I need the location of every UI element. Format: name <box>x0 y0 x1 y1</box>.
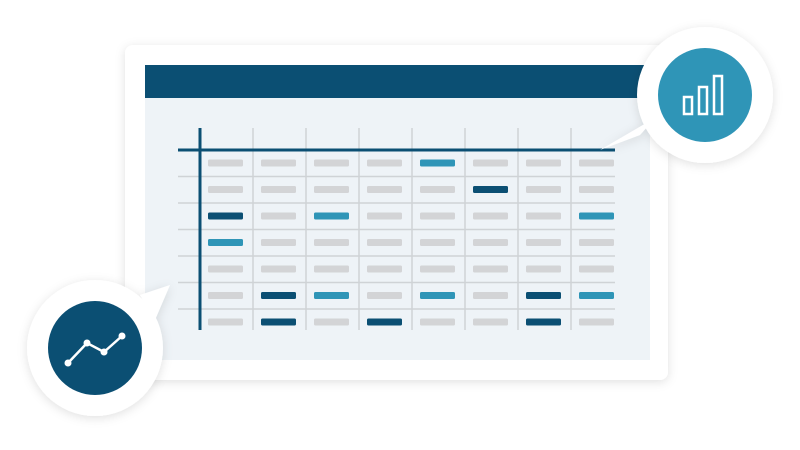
placeholder-cell <box>208 265 243 273</box>
placeholder-cell <box>208 292 243 299</box>
placeholder-cell <box>367 186 402 193</box>
placeholder-cell <box>473 159 508 167</box>
placeholder-cell <box>261 186 296 193</box>
placeholder-cell <box>526 239 561 246</box>
highlighted-cell <box>208 239 243 246</box>
line-chart-icon <box>64 332 126 367</box>
placeholder-cell <box>526 159 561 167</box>
highlighted-cell <box>261 292 296 299</box>
placeholder-cell <box>420 318 455 326</box>
placeholder-cell <box>261 212 296 220</box>
placeholder-cell <box>314 159 349 167</box>
placeholder-cell <box>579 159 614 167</box>
placeholder-cell <box>420 239 455 246</box>
grid-lines <box>178 128 615 330</box>
highlighted-cell <box>526 318 561 326</box>
placeholder-cell <box>208 159 243 167</box>
placeholder-cell <box>367 159 402 167</box>
highlighted-cell <box>420 292 455 299</box>
placeholder-cell <box>579 318 614 326</box>
placeholder-cell <box>473 292 508 299</box>
highlighted-cell <box>208 212 243 220</box>
highlighted-cell <box>420 159 455 167</box>
placeholder-cell <box>579 265 614 273</box>
highlighted-cell <box>367 318 402 326</box>
placeholder-cell <box>526 212 561 220</box>
grid-cells <box>208 159 614 326</box>
placeholder-cell <box>420 186 455 193</box>
placeholder-cell <box>473 239 508 246</box>
placeholder-cell <box>579 239 614 246</box>
placeholder-cell <box>367 265 402 273</box>
highlighted-cell <box>526 292 561 299</box>
placeholder-cell <box>526 186 561 193</box>
placeholder-cell <box>367 239 402 246</box>
placeholder-cell <box>314 239 349 246</box>
placeholder-cell <box>579 186 614 193</box>
placeholder-cell <box>367 292 402 299</box>
placeholder-cell <box>314 318 349 326</box>
window-header-bar <box>145 65 650 98</box>
placeholder-cell <box>526 265 561 273</box>
highlighted-cell <box>261 318 296 326</box>
placeholder-cell <box>261 159 296 167</box>
placeholder-cell <box>314 186 349 193</box>
highlighted-cell <box>579 212 614 220</box>
bar-chart-icon <box>682 74 724 116</box>
placeholder-cell <box>208 186 243 193</box>
placeholder-cell <box>261 265 296 273</box>
placeholder-cell <box>420 212 455 220</box>
bar-chart-badge-fill <box>658 48 752 142</box>
placeholder-cell <box>208 318 243 326</box>
placeholder-cell <box>420 265 455 273</box>
highlighted-cell <box>314 212 349 220</box>
placeholder-cell <box>473 212 508 220</box>
highlighted-cell <box>579 292 614 299</box>
highlighted-cell <box>473 186 508 193</box>
placeholder-cell <box>261 239 296 246</box>
highlighted-cell <box>314 292 349 299</box>
placeholder-cell <box>314 265 349 273</box>
placeholder-cell <box>473 265 508 273</box>
placeholder-cell <box>367 212 402 220</box>
placeholder-cell <box>473 318 508 326</box>
